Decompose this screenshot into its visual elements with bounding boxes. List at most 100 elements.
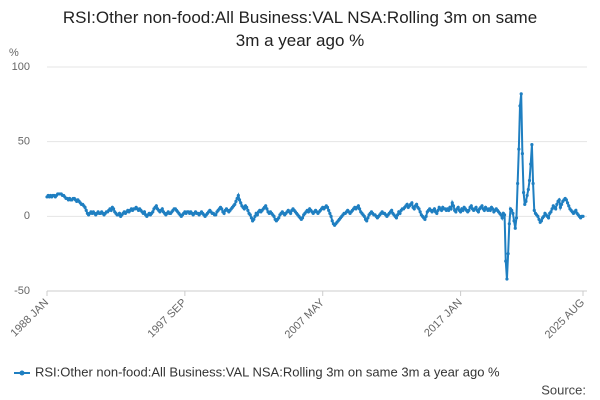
- point: [516, 181, 520, 186]
- point: [449, 207, 453, 211]
- point: [537, 217, 541, 221]
- point: [242, 207, 246, 211]
- point: [546, 216, 551, 220]
- point: [329, 214, 333, 218]
- point: [366, 216, 370, 220]
- point: [505, 277, 509, 281]
- point: [154, 204, 158, 208]
- point: [502, 213, 507, 217]
- source: Source:: [541, 382, 586, 397]
- point: [539, 219, 544, 223]
- point: [255, 213, 259, 217]
- point: [474, 205, 478, 209]
- point: [151, 210, 155, 214]
- y-tick-label: 100: [12, 61, 30, 73]
- point: [356, 204, 360, 208]
- legend-label: RSI:Other non-food:All Business:VAL NSA:…: [35, 364, 500, 379]
- point: [264, 204, 268, 208]
- point: [476, 210, 481, 214]
- point: [469, 204, 473, 208]
- point: [467, 208, 471, 212]
- point: [574, 208, 578, 212]
- point: [83, 205, 87, 209]
- point: [160, 207, 164, 211]
- point: [410, 201, 414, 205]
- point: [504, 259, 508, 263]
- point: [488, 208, 492, 212]
- point: [418, 210, 422, 214]
- point: [417, 207, 421, 211]
- point: [532, 208, 536, 212]
- point: [512, 219, 516, 223]
- point: [525, 193, 529, 198]
- point: [510, 208, 514, 212]
- point: [424, 214, 428, 218]
- point: [523, 202, 527, 206]
- point: [246, 208, 250, 212]
- point: [109, 208, 113, 212]
- x-tick-label: 2017 JAN: [422, 297, 465, 340]
- point: [327, 208, 331, 212]
- point: [249, 216, 254, 220]
- point: [436, 208, 440, 212]
- y-tick-label: -50: [14, 285, 30, 297]
- point: [398, 211, 402, 215]
- point: [142, 210, 147, 214]
- point: [435, 211, 439, 215]
- point: [511, 211, 515, 215]
- point: [277, 216, 281, 220]
- point: [558, 205, 563, 209]
- point: [405, 202, 409, 206]
- point: [265, 207, 269, 211]
- legend-marker: [19, 370, 25, 376]
- point: [554, 207, 558, 211]
- y-tick-label: 50: [18, 136, 30, 148]
- point: [423, 217, 427, 221]
- point: [330, 219, 334, 223]
- point: [549, 210, 553, 214]
- point: [300, 216, 305, 220]
- point: [239, 201, 243, 205]
- point: [272, 214, 276, 218]
- point: [480, 204, 484, 208]
- point: [289, 211, 293, 215]
- point: [220, 207, 224, 211]
- point: [394, 216, 399, 220]
- point: [529, 162, 533, 166]
- point: [365, 219, 369, 223]
- point: [306, 210, 311, 214]
- point: [439, 208, 444, 212]
- point: [581, 214, 585, 218]
- point: [518, 104, 522, 108]
- point: [454, 210, 458, 214]
- point: [519, 92, 523, 96]
- point: [555, 202, 559, 206]
- point: [362, 214, 366, 218]
- point: [507, 222, 511, 226]
- point: [531, 181, 535, 186]
- point: [234, 199, 238, 203]
- x-tick-label: 2025 AUG: [543, 297, 587, 341]
- x-tick-label: 1988 JAN: [9, 297, 52, 340]
- chart-title: RSI:Other non-food:All Business:VAL NSA:…: [62, 8, 538, 50]
- point: [328, 211, 332, 215]
- point: [520, 152, 524, 156]
- point: [253, 214, 257, 218]
- point: [235, 196, 239, 201]
- point: [557, 198, 561, 202]
- point: [325, 205, 330, 209]
- point: [521, 190, 526, 195]
- point: [461, 208, 465, 212]
- point: [530, 143, 534, 147]
- point: [84, 208, 88, 212]
- point: [233, 202, 237, 206]
- point: [117, 211, 122, 215]
- point: [564, 198, 568, 202]
- point: [514, 216, 519, 220]
- point: [458, 210, 463, 214]
- point: [222, 211, 226, 215]
- point: [357, 207, 362, 211]
- point: [111, 207, 116, 211]
- point: [517, 147, 521, 151]
